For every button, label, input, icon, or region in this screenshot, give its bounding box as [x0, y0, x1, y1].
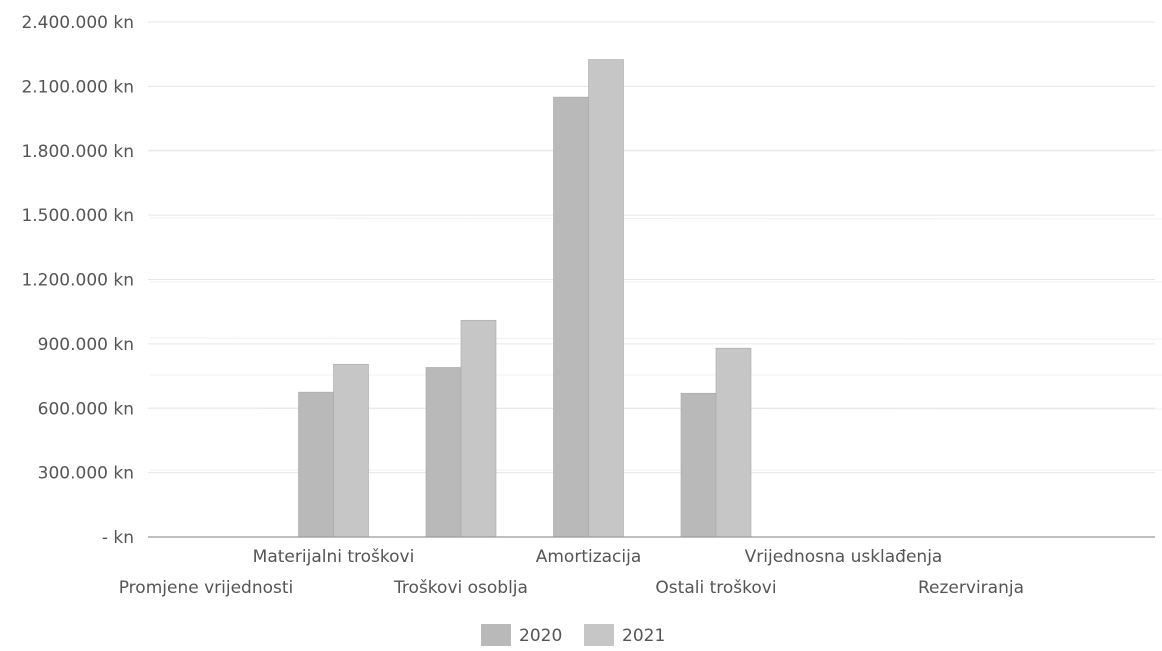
x-tick-label: Materijalni troškovi	[253, 547, 415, 567]
y-tick-label: 2.400.000 kn	[21, 13, 134, 33]
y-tick-label: 1.800.000 kn	[21, 142, 134, 162]
legend-swatch	[481, 624, 511, 646]
bar-2021-3	[588, 59, 624, 538]
bleed-line	[149, 337, 1162, 340]
y-tick-label: - kn	[102, 528, 134, 548]
bar-2021-4	[715, 347, 752, 538]
bars	[298, 59, 752, 538]
y-tick-label: 300.000 kn	[38, 464, 134, 484]
bar-2020-1	[298, 391, 334, 538]
legend-label: 2021	[622, 626, 665, 646]
x-tick-label: Amortizacija	[536, 547, 642, 567]
x-axis-ticks: Promjene vrijednosti Materijalni troškovi…	[119, 547, 1024, 598]
y-tick-label: 600.000 kn	[38, 399, 134, 419]
x-tick-label: Ostali troškovi	[655, 578, 776, 598]
y-tick-label: 1.500.000 kn	[21, 206, 134, 226]
x-tick-label: Vrijednosna usklađenja	[745, 547, 943, 567]
bar-2021-2	[460, 319, 497, 538]
y-axis-ticks: - kn 300.000 kn 600.000 kn 900.000 kn 1.200.…	[21, 13, 134, 548]
gridlines	[148, 21, 1155, 474]
legend-label: 2020	[519, 626, 562, 646]
y-tick-label: 900.000 kn	[38, 335, 134, 355]
x-tick-label: Promjene vrijednosti	[119, 578, 294, 598]
x-tick-label: Rezerviranja	[918, 578, 1024, 598]
legend: 2020 2021	[481, 624, 665, 646]
bleed-line	[149, 217, 1162, 220]
bar-2021-1	[333, 363, 369, 538]
x-tick-label: Troškovi osoblja	[393, 578, 528, 598]
bar-2020-4	[680, 392, 717, 538]
legend-swatch	[584, 624, 614, 646]
y-tick-label: 2.100.000 kn	[21, 77, 134, 97]
y-tick-label: 1.200.000 kn	[21, 271, 134, 291]
bar-2020-2	[425, 367, 462, 538]
bar-2020-3	[553, 96, 589, 538]
